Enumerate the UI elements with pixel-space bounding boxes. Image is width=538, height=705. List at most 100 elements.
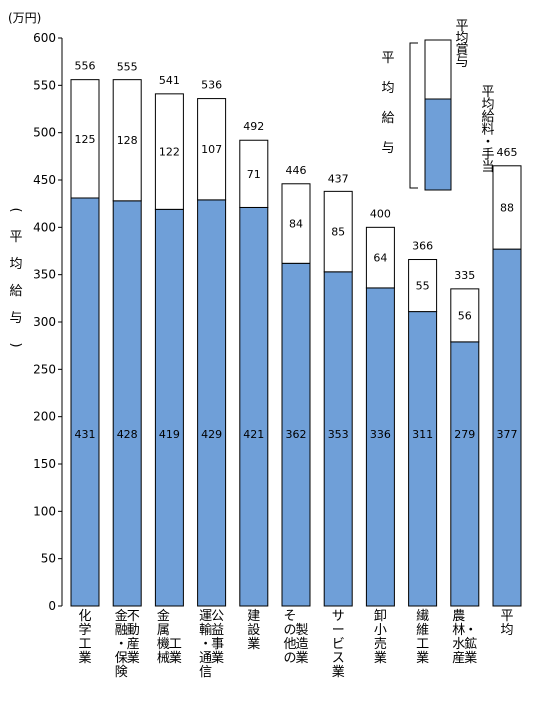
category-label-char: 不	[127, 609, 140, 624]
category-label-char: 産	[452, 650, 465, 666]
total-label: 556	[75, 60, 96, 73]
legend-label-salary: 料	[481, 123, 494, 138]
bonus-value-label: 85	[331, 226, 345, 239]
total-label: 335	[454, 269, 475, 282]
category-label-char: 林	[452, 623, 465, 638]
category-label-char: 鉱	[464, 636, 477, 652]
category-label-char: 業	[169, 650, 182, 666]
category-label-char: 業	[464, 650, 477, 666]
bar-segment-bonus	[239, 139, 269, 208]
bar-segment-bonus	[70, 79, 100, 199]
y-tick-label: 150	[33, 457, 56, 471]
salary-value-label: 311	[412, 428, 433, 441]
category-label-char: 建	[247, 609, 260, 624]
category-label-char: 業	[78, 650, 91, 666]
legend-label-bonus: 与	[455, 55, 468, 70]
category-label-char: 金	[115, 608, 128, 624]
category-label-char: 金	[157, 608, 170, 624]
category-label-char: 業	[416, 650, 429, 666]
y-title-char: 給	[9, 284, 22, 299]
legend-bracket	[409, 42, 418, 189]
legend-label-salary: 当	[481, 160, 494, 175]
legend-label-salary: 給	[481, 110, 494, 125]
bonus-value-label: 107	[201, 143, 222, 156]
bar-segment-salary	[112, 200, 142, 607]
bonus-value-label: 125	[75, 133, 96, 146]
category-label-char: ・	[115, 637, 128, 652]
y-tick-label: 300	[33, 315, 56, 329]
category-label-char: 設	[247, 622, 260, 638]
category-label-char: そ	[283, 609, 296, 624]
category-label-char: 造	[295, 637, 308, 652]
category-label-char: 属	[157, 623, 170, 638]
y-tick-label: 500	[33, 126, 56, 140]
salary-value-label: 362	[286, 428, 307, 441]
category-label-char: 公	[211, 609, 224, 624]
bar-segment-salary	[70, 197, 100, 607]
bar-segment-bonus	[408, 259, 438, 313]
salary-value-label: 336	[370, 428, 391, 441]
bonus-value-label: 84	[289, 218, 303, 231]
category-label-char: 平	[500, 609, 513, 624]
category-label-char: 業	[374, 650, 387, 666]
category-label-char: 化	[78, 609, 91, 624]
total-label: 446	[286, 164, 307, 177]
salary-value-label: 421	[243, 428, 264, 441]
category-label-char: 農	[452, 609, 465, 624]
category-label-char: 工	[416, 637, 429, 652]
category-label-char: 信	[199, 665, 212, 680]
legend-swatch-salary	[424, 98, 452, 191]
category-label-char: 事	[211, 637, 224, 652]
category-label-char: 学	[78, 622, 91, 638]
y-title-char: 均	[9, 257, 22, 272]
legend-label-salary: 手	[481, 148, 494, 163]
category-label-char: 均	[500, 623, 513, 638]
salary-value-label: 279	[454, 428, 475, 441]
y-tick-label: 400	[33, 220, 56, 234]
bar-segment-bonus	[281, 183, 311, 264]
category-label-char: ・	[464, 623, 477, 638]
category-label-char: の	[283, 623, 296, 638]
legend-label-bonus: 賞	[455, 43, 468, 58]
category-label-char: 売	[374, 636, 387, 652]
bar-segment-salary	[197, 199, 227, 607]
legend-group-char: 給	[381, 111, 394, 126]
category-label-char: 水	[452, 637, 465, 652]
bar-segment-salary	[450, 341, 480, 607]
bonus-value-label: 88	[500, 201, 514, 214]
bar-segment-bonus	[365, 226, 395, 289]
bar-segment-bonus	[492, 165, 522, 250]
category-labels: 化学工業金融・保険不動産業金属機械工業運輸・通信公益事業建設業その他の製造業サー…	[78, 608, 513, 680]
category-label-char: 維	[416, 623, 429, 638]
legend-label-salary: 平	[481, 85, 494, 100]
salary-value-label: 377	[497, 428, 518, 441]
category-label-char: 小	[374, 623, 387, 638]
total-label: 536	[201, 79, 222, 92]
category-label-char: 機	[157, 637, 170, 652]
category-label-char: ・	[199, 637, 212, 652]
salary-value-label: 428	[117, 428, 138, 441]
legend-group-char: 与	[381, 141, 394, 156]
category-label-char: 卸	[374, 608, 387, 624]
y-tick-label: 350	[33, 268, 56, 282]
bonus-value-label: 128	[117, 134, 138, 147]
y-tick-label: 50	[41, 552, 56, 566]
category-label-char: 運	[199, 609, 212, 624]
bar-segment-bonus	[323, 190, 353, 273]
bar-segment-salary	[365, 287, 395, 607]
category-label-char: 動	[127, 623, 140, 638]
bar-segment-salary	[492, 248, 522, 607]
category-label-char: 製	[295, 623, 308, 638]
category-label-char: 業	[295, 650, 308, 666]
category-label-char: 業	[127, 650, 140, 666]
legend-label-bonus: 平	[455, 19, 468, 34]
category-label-char: 繊	[416, 608, 429, 624]
bonus-value-label: 122	[159, 146, 180, 159]
y-tick-label: 250	[33, 362, 56, 376]
category-label-char: ス	[332, 651, 345, 666]
category-label-char: 保	[115, 651, 128, 666]
salary-value-label: 431	[75, 428, 96, 441]
category-label-char: 械	[157, 651, 170, 666]
bonus-value-label: 56	[458, 309, 472, 322]
